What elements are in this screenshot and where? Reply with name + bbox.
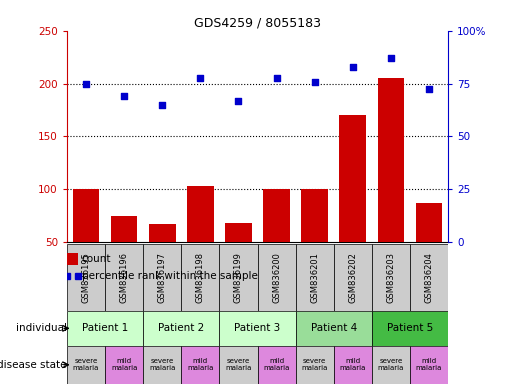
Bar (372, 311, 448, 346)
Bar (67, 311, 143, 346)
Bar (111, 215, 138, 242)
Bar (334, 346, 372, 384)
Bar (296, 311, 372, 346)
Text: GSM836204: GSM836204 (424, 252, 434, 303)
Bar (105, 346, 143, 384)
Text: mild
malaria: mild malaria (111, 358, 138, 371)
Text: count: count (81, 254, 111, 264)
Bar (181, 244, 219, 311)
Bar (67, 253, 78, 265)
Text: mild
malaria: mild malaria (416, 358, 442, 371)
Bar (296, 244, 334, 311)
Point (120, 93, 128, 99)
Bar (67, 346, 105, 384)
Text: individual: individual (16, 323, 67, 333)
Text: GSM836199: GSM836199 (234, 252, 243, 303)
Bar (143, 311, 219, 346)
Bar (372, 244, 410, 311)
Text: GSM836197: GSM836197 (158, 252, 167, 303)
Bar (181, 346, 219, 384)
Text: severe
malaria: severe malaria (225, 358, 252, 371)
Point (387, 55, 395, 61)
Bar (225, 223, 252, 242)
Text: mild
malaria: mild malaria (339, 358, 366, 371)
Point (158, 101, 166, 108)
Bar (219, 244, 258, 311)
Text: GSM836203: GSM836203 (386, 252, 396, 303)
Bar (410, 346, 448, 384)
Bar (67, 244, 105, 311)
Text: severe
malaria: severe malaria (73, 358, 99, 371)
Text: severe
malaria: severe malaria (301, 358, 328, 371)
Point (311, 79, 319, 86)
Bar (410, 244, 448, 311)
Bar (187, 186, 214, 242)
Bar (339, 115, 366, 242)
Bar (73, 189, 99, 242)
Text: severe
malaria: severe malaria (149, 358, 176, 371)
Bar (416, 203, 442, 242)
Text: Patient 5: Patient 5 (387, 323, 433, 333)
Bar (219, 311, 296, 346)
Bar (377, 78, 404, 242)
Point (82, 81, 90, 87)
Bar (143, 244, 181, 311)
Text: GSM836195: GSM836195 (81, 252, 91, 303)
Text: disease state: disease state (0, 360, 67, 370)
Text: severe
malaria: severe malaria (377, 358, 404, 371)
Bar (258, 244, 296, 311)
Text: GSM836198: GSM836198 (196, 252, 205, 303)
Bar (143, 346, 181, 384)
Text: mild
malaria: mild malaria (263, 358, 290, 371)
Text: GSM836201: GSM836201 (310, 252, 319, 303)
Point (272, 75, 281, 81)
Bar (219, 346, 258, 384)
Text: Patient 3: Patient 3 (234, 323, 281, 333)
Bar (258, 346, 296, 384)
Point (425, 86, 433, 92)
Text: Patient 4: Patient 4 (311, 323, 357, 333)
Bar (105, 244, 143, 311)
Text: percentile rank within the sample: percentile rank within the sample (81, 270, 258, 281)
Bar (334, 244, 372, 311)
Text: GSM836200: GSM836200 (272, 252, 281, 303)
Point (349, 64, 357, 70)
Bar (296, 346, 334, 384)
Text: GSM836202: GSM836202 (348, 252, 357, 303)
Text: Patient 1: Patient 1 (82, 323, 128, 333)
Title: GDS4259 / 8055183: GDS4259 / 8055183 (194, 17, 321, 30)
Point (196, 75, 204, 81)
Bar (301, 189, 328, 242)
Text: Patient 2: Patient 2 (158, 323, 204, 333)
Point (234, 98, 243, 104)
Bar (372, 346, 410, 384)
Text: mild
malaria: mild malaria (187, 358, 214, 371)
Text: GSM836196: GSM836196 (119, 252, 129, 303)
Bar (263, 189, 290, 242)
Bar (149, 224, 176, 242)
